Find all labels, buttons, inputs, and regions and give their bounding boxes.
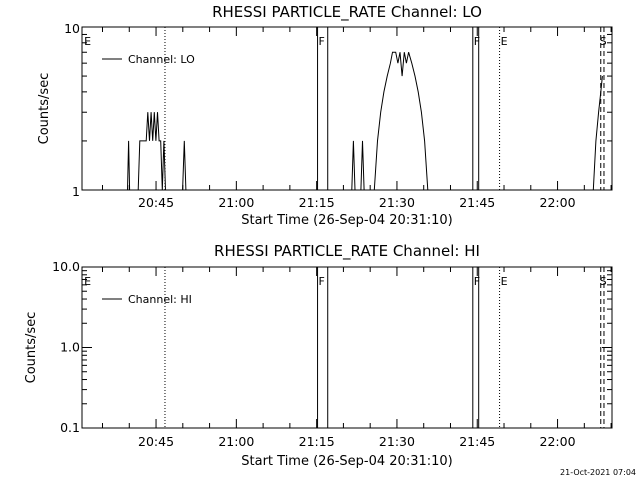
flag-marker: F — [474, 35, 480, 48]
chart-title: RHESSI PARTICLE_RATE Channel: LO — [212, 3, 482, 22]
flag-marker: S — [600, 35, 607, 48]
chart-panel-1: RHESSI PARTICLE_RATE Channel: LO 20:45 21:… — [37, 3, 613, 228]
chart-panel-2: RHESSI PARTICLE_RATE Channel: HI 20:45 21:… — [24, 242, 613, 469]
x-tick-label: 21:45 — [459, 195, 495, 210]
x-tick-label: 21:15 — [299, 434, 335, 449]
flag-marker: E — [501, 35, 508, 48]
x-tick-label: 21:45 — [459, 434, 495, 449]
flag-marker: E — [501, 275, 508, 288]
x-tick-label: 20:45 — [138, 434, 174, 449]
x-axis-label: Start Time (26-Sep-04 20:31:10) — [241, 213, 452, 228]
flag-marker: E — [84, 275, 91, 288]
flag-marker: F — [319, 35, 325, 48]
series-line — [82, 51, 603, 191]
x-tick-label: 21:30 — [379, 434, 415, 449]
x-axis-label: Start Time (26-Sep-04 20:31:10) — [241, 454, 452, 469]
x-tick-label: 21:15 — [299, 195, 335, 210]
y-tick-label: 1.0 — [60, 340, 80, 355]
x-tick-label: 22:00 — [540, 434, 576, 449]
flag-marker: S — [600, 275, 607, 288]
y-tick-label: 10.0 — [52, 259, 80, 274]
y-tick-label: 10 — [64, 21, 80, 36]
x-tick-label: 21:00 — [218, 434, 254, 449]
legend-label: Channel: HI — [128, 293, 192, 306]
flag-marker: F — [319, 275, 325, 288]
y-tick-label: 1 — [72, 184, 80, 199]
legend-label: Channel: LO — [128, 53, 195, 66]
chart-title: RHESSI PARTICLE_RATE Channel: HI — [214, 242, 480, 261]
x-tick-label: 21:30 — [379, 195, 415, 210]
y-axis-label: Counts/sec — [24, 312, 39, 384]
y-axis-label: Counts/sec — [37, 73, 52, 145]
flag-marker: F — [474, 275, 480, 288]
flag-marker: E — [84, 35, 91, 48]
y-tick-label: 0.1 — [60, 420, 80, 435]
x-tick-label: 22:00 — [540, 195, 576, 210]
x-tick-label: 20:45 — [138, 195, 174, 210]
x-tick-label: 21:00 — [218, 195, 254, 210]
timestamp-stamp: 21-Oct-2021 07:04 — [560, 468, 636, 477]
